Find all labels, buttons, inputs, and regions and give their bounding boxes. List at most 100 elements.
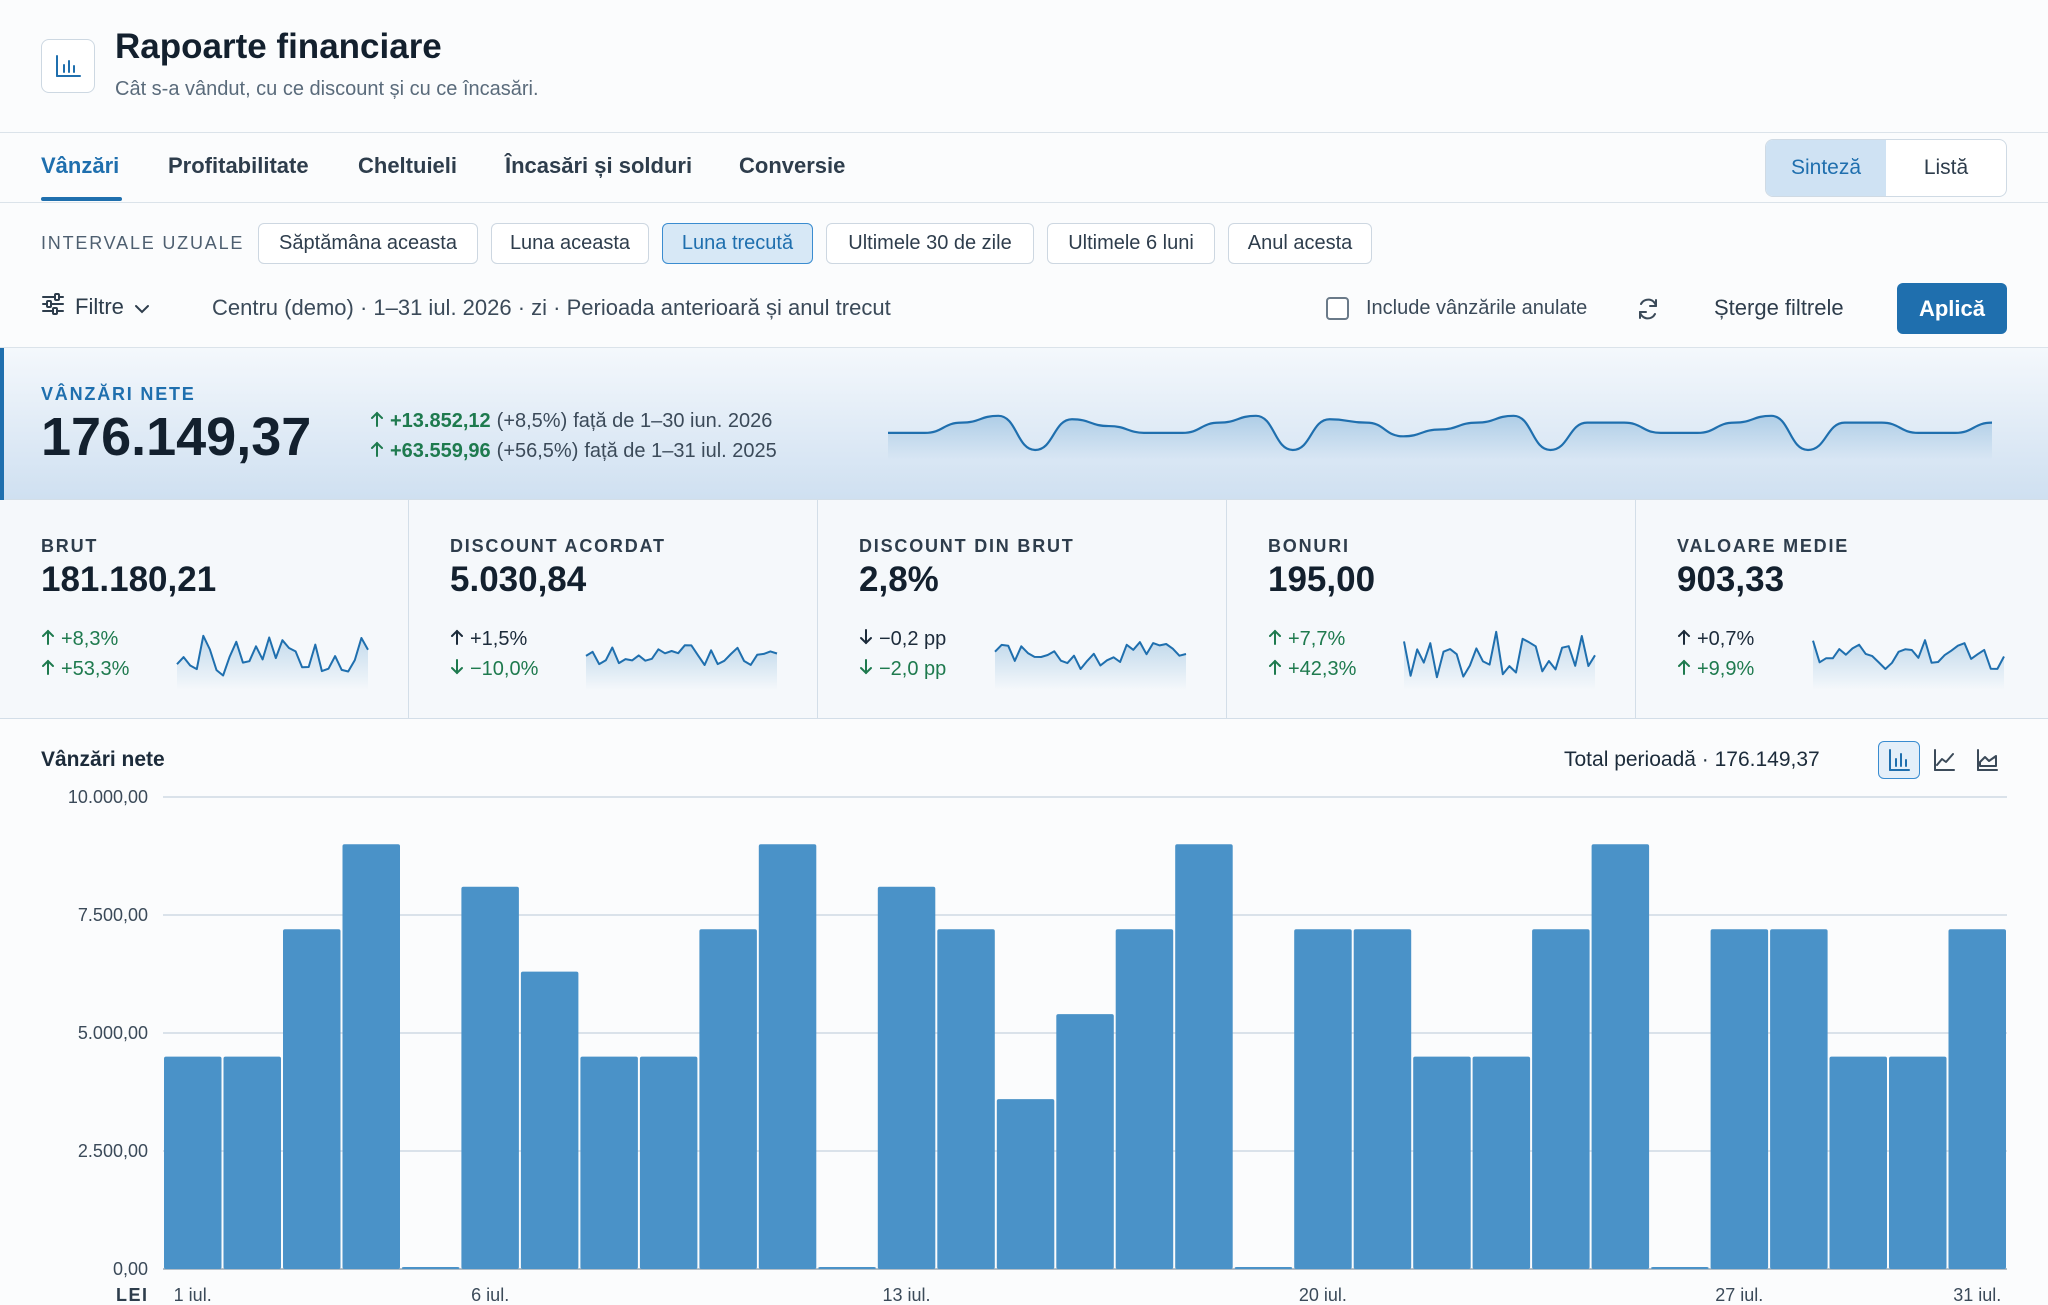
apply-button[interactable]: Aplică <box>1897 283 2007 334</box>
bar-day-31[interactable] <box>1948 929 2007 1269</box>
filter-summary: Centru (demo) · 1–31 iul. 2026 · zi · Pe… <box>212 295 891 320</box>
bar-day-29[interactable] <box>1829 1056 1888 1269</box>
kpi-card-brut: BRUT 181.180,21 +8,3% +53,3% <box>0 500 409 719</box>
kpi-value: 181.180,21 <box>41 560 217 599</box>
tab-profitabilitate[interactable]: Profitabilitate <box>168 153 309 178</box>
kpi-delta-prev: +8,3% <box>41 628 118 651</box>
view-lista-button[interactable]: Listă <box>1923 156 1969 179</box>
preset-ultimele-6-luni[interactable]: Ultimele 6 luni <box>1047 223 1215 264</box>
bar-day-2[interactable] <box>223 1056 282 1269</box>
hero-accent-bar <box>0 348 4 500</box>
preset-ultimele-30-zile[interactable]: Ultimele 30 de zile <box>826 223 1034 264</box>
bar-day-14[interactable] <box>937 929 995 1269</box>
kpi-card-valoare-medie: VALOARE MEDIE 903,33 +0,7% +9,9% <box>1636 500 2048 719</box>
x-tick-label: 13 iul. <box>882 1285 930 1305</box>
kpi-delta-text: −2,0 pp <box>879 658 947 680</box>
arrow-up-icon <box>370 410 384 433</box>
bar-day-13[interactable] <box>877 886 936 1269</box>
kpi-delta-text: −0,2 pp <box>879 628 947 650</box>
arrow-up-icon <box>41 658 55 681</box>
filters-button[interactable]: Filtre <box>41 293 150 321</box>
filters-label: Filtre <box>75 294 124 319</box>
line-chart-icon[interactable] <box>1923 741 1965 779</box>
kpi-card-discount-acordat: DISCOUNT ACORDAT 5.030,84 +1,5% −10,0% <box>409 500 818 719</box>
bar-day-6[interactable] <box>461 886 519 1269</box>
kpi-sparkline <box>1812 639 2005 690</box>
kpi-sparkline <box>1403 630 1596 690</box>
hero-pct-prev: (+8,5%) <box>496 410 568 432</box>
bar-day-24[interactable] <box>1532 929 1590 1269</box>
include-cancelled-checkbox[interactable] <box>1326 297 1349 320</box>
y-tick-label: 2.500,00 <box>78 1141 148 1161</box>
area-chart-icon[interactable] <box>1966 741 2008 779</box>
bar-day-21[interactable] <box>1353 929 1412 1269</box>
kpi-delta-year: +53,3% <box>41 658 129 681</box>
kpi-delta-text: +8,3% <box>61 628 119 650</box>
kpi-value: 2,8% <box>859 560 939 599</box>
bar-day-28[interactable] <box>1770 929 1828 1269</box>
x-tick-label: 1 iul. <box>174 1285 212 1305</box>
kpi-sparkline <box>994 641 1187 690</box>
divider <box>0 347 2048 348</box>
presets-label: INTERVALE UZUALE <box>41 233 245 253</box>
hero-value: 176.149,37 <box>41 407 312 467</box>
tab-incasari-solduri[interactable]: Încasări și solduri <box>505 153 693 178</box>
bar-day-10[interactable] <box>699 929 757 1269</box>
bar-day-4[interactable] <box>342 844 401 1269</box>
arrow-down-icon <box>450 658 464 681</box>
clear-filters-button[interactable]: Șterge filtrele <box>1714 295 1844 320</box>
bar-day-25[interactable] <box>1591 844 1650 1269</box>
include-cancelled-label[interactable]: Include vânzările anulate <box>1366 297 1588 319</box>
bar-day-16[interactable] <box>1056 1014 1114 1269</box>
arrow-up-icon <box>370 440 384 463</box>
bar-day-26[interactable] <box>1651 1267 1709 1269</box>
bar-day-20[interactable] <box>1294 929 1352 1269</box>
kpi-delta-text: +7,7% <box>1288 628 1346 650</box>
bar-day-1[interactable] <box>164 1056 222 1269</box>
arrow-up-icon <box>1677 658 1691 681</box>
bar-day-7[interactable] <box>520 971 579 1269</box>
kpi-delta-year: +42,3% <box>1268 658 1356 681</box>
bar-day-9[interactable] <box>639 1056 698 1269</box>
arrow-down-icon <box>859 628 873 651</box>
preset-luna-trecuta[interactable]: Luna trecută <box>662 223 813 264</box>
tab-vanzari[interactable]: Vânzări <box>41 153 120 178</box>
hero-comparison-prev: +13.852,12 (+8,5%) față de 1–30 iun. 202… <box>370 410 772 433</box>
preset-saptamana-aceasta[interactable]: Săptămâna aceasta <box>258 223 478 264</box>
kpi-label: VALOARE MEDIE <box>1677 536 1850 556</box>
kpi-card-discount-din-brut: DISCOUNT DIN BRUT 2,8% −0,2 pp −2,0 pp <box>818 500 1227 719</box>
chart-title: Vânzări nete <box>41 748 165 771</box>
hero-cmp-text-year: față de 1–31 iul. 2025 <box>584 440 777 462</box>
hero-label: VÂNZĂRI NETE <box>41 384 196 404</box>
bar-day-11[interactable] <box>758 844 817 1269</box>
bar-chart-icon[interactable] <box>1878 741 1920 779</box>
hero-comparison-year: +63.559,96 (+56,5%) față de 1–31 iul. 20… <box>370 440 777 463</box>
kpi-label: DISCOUNT ACORDAT <box>450 536 666 556</box>
page-subtitle: Cât s-a vândut, cu ce discount și cu ce … <box>115 78 539 100</box>
kpi-sparkline <box>585 644 778 690</box>
bar-day-27[interactable] <box>1710 929 1769 1269</box>
preset-luna-aceasta[interactable]: Luna aceasta <box>491 223 649 264</box>
kpi-delta-text: −10,0% <box>470 658 539 680</box>
y-tick-label: 0,00 <box>113 1259 148 1279</box>
x-tick-label: 27 iul. <box>1715 1285 1763 1305</box>
bar-day-8[interactable] <box>580 1056 638 1269</box>
bar-day-22[interactable] <box>1413 1056 1471 1269</box>
bar-day-5[interactable] <box>401 1267 460 1269</box>
bar-day-15[interactable] <box>996 1099 1055 1269</box>
bar-day-3[interactable] <box>283 929 341 1269</box>
tab-conversie[interactable]: Conversie <box>739 153 846 178</box>
refresh-icon[interactable] <box>1636 297 1660 326</box>
bar-day-30[interactable] <box>1889 1056 1947 1269</box>
bar-day-17[interactable] <box>1115 929 1174 1269</box>
bar-day-23[interactable] <box>1472 1056 1531 1269</box>
bar-day-19[interactable] <box>1234 1267 1293 1269</box>
bar-day-18[interactable] <box>1175 844 1233 1269</box>
bar-day-12[interactable] <box>818 1267 876 1269</box>
view-sinteza-button[interactable]: Sinteză <box>1766 140 1886 196</box>
preset-anul-acesta[interactable]: Anul acesta <box>1228 223 1372 264</box>
x-tick-label: 20 iul. <box>1299 1285 1347 1305</box>
kpi-delta-text: +0,7% <box>1697 628 1755 650</box>
tab-cheltuieli[interactable]: Cheltuieli <box>358 153 458 178</box>
kpi-delta-text: +53,3% <box>61 658 130 680</box>
